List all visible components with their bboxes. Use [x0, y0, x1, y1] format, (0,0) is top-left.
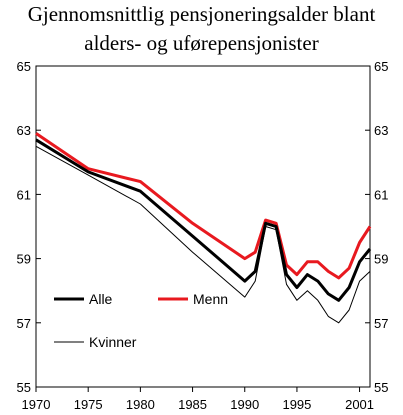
x-tick-label: 1970: [22, 397, 51, 412]
y-tick-label-left: 59: [17, 252, 31, 267]
legend: Alle Menn Kvinner: [54, 291, 228, 350]
y-tick-label-left: 55: [17, 380, 31, 395]
y-tick-label-left: 57: [17, 316, 31, 331]
chart-title-line-2: alders- og uførepensjonister: [84, 31, 318, 55]
y-tick-label-right: 59: [374, 252, 388, 267]
y-tick-label-left: 61: [17, 187, 31, 202]
y-tick-label-right: 61: [374, 187, 388, 202]
x-tick-label: 1985: [178, 397, 207, 412]
chart-title-line-1: Gjennomsnittlig pensjoneringsalder blant: [28, 2, 376, 26]
x-tick-label: 2001: [345, 397, 374, 412]
y-tick-label-right: 57: [374, 316, 388, 331]
y-tick-label-right: 63: [374, 123, 388, 138]
x-tick-label: 1990: [230, 397, 259, 412]
series-lines: [35, 132, 372, 324]
legend-label-alle: Alle: [89, 291, 113, 307]
series-line-menn: [35, 132, 372, 280]
y-tick-label-left: 65: [17, 59, 31, 74]
legend-label-kvinner: Kvinner: [89, 334, 137, 350]
series-line-alle: [35, 138, 372, 302]
y-tick-label-left: 63: [17, 123, 31, 138]
y-tick-label-right: 65: [374, 59, 388, 74]
series-line-kvinner: [35, 145, 371, 324]
x-tick-label: 1975: [74, 397, 103, 412]
axis-ticks: 55 55 57 57 59 59 61 61 63 63 65 65 1970 1975 1980 1985…: [17, 59, 389, 412]
x-tick-label: 1980: [126, 397, 155, 412]
x-tick-label: 1995: [282, 397, 311, 412]
y-tick-label-right: 55: [374, 380, 388, 395]
legend-label-menn: Menn: [193, 291, 228, 307]
plot-area: [35, 65, 371, 388]
